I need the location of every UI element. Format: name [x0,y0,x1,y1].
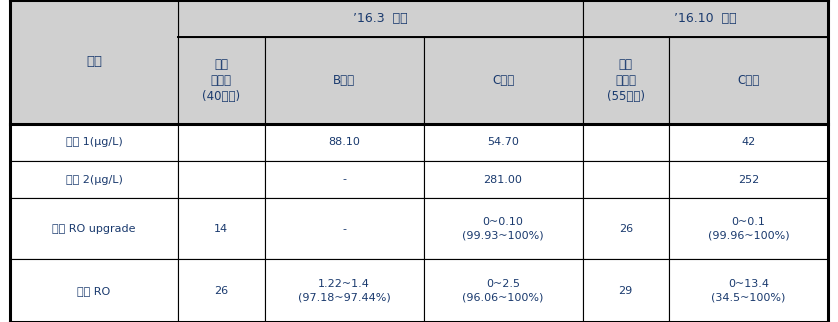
Text: ’16.3  채취: ’16.3 채취 [353,12,408,25]
Bar [423,124,582,161]
Bar [423,37,582,124]
Bar [265,37,423,124]
Text: -: - [342,175,346,185]
Bar [582,0,828,37]
Bar [669,37,828,124]
Text: 원수 2(μg/L): 원수 2(μg/L) [65,175,122,185]
Bar [10,198,178,259]
Text: 14: 14 [215,223,229,234]
Bar [178,0,582,37]
Bar [582,259,669,322]
Bar [423,198,582,259]
Bar [582,161,669,198]
Bar [669,259,828,322]
Text: 0~0.10
(99.93~100%): 0~0.10 (99.93~100%) [463,217,544,240]
Bar [10,124,178,161]
Text: 252: 252 [737,175,759,185]
Text: 원수 1(μg/L): 원수 1(μg/L) [65,137,122,147]
Bar [669,198,828,259]
Text: 42: 42 [742,137,756,147]
Bar [178,124,265,161]
Text: C마을: C마을 [492,74,515,87]
Bar [10,0,178,124]
Bar [423,259,582,322]
Bar [10,161,178,198]
Text: 281.00: 281.00 [484,175,523,185]
Bar [265,124,423,161]
Bar [178,37,265,124]
Text: 1.22~1.4
(97.18~97.44%): 1.22~1.4 (97.18~97.44%) [297,279,391,302]
Text: 0~2.5
(96.06~100%): 0~2.5 (96.06~100%) [463,279,544,302]
Bar [669,124,828,161]
Bar [265,198,423,259]
Bar [582,198,669,259]
Bar [582,124,669,161]
Bar [178,198,265,259]
Text: 조사
가구수
(55가구): 조사 가구수 (55가구) [607,58,644,103]
Text: 54.70: 54.70 [487,137,519,147]
Text: 0~0.1
(99.96~100%): 0~0.1 (99.96~100%) [707,217,789,240]
Text: 88.10: 88.10 [328,137,360,147]
Text: B마을: B마을 [333,74,355,87]
Text: 26: 26 [618,223,633,234]
Bar [10,259,178,322]
Bar [178,259,265,322]
Bar [582,37,669,124]
Bar [423,161,582,198]
Text: 조사
가구수
(40가구): 조사 가구수 (40가구) [202,58,241,103]
Text: 26: 26 [215,286,229,296]
Text: 신규 RO: 신규 RO [77,286,111,296]
Bar [265,161,423,198]
Text: 29: 29 [618,286,633,296]
Bar [265,259,423,322]
Text: -: - [342,223,346,234]
Bar [178,161,265,198]
Text: C마을: C마을 [737,74,759,87]
Bar [669,161,828,198]
Text: 기존 RO upgrade: 기존 RO upgrade [52,223,136,234]
Text: ’16.10  채취: ’16.10 채취 [674,12,737,25]
Text: 0~13.4
(34.5~100%): 0~13.4 (34.5~100%) [711,279,785,302]
Text: 분류: 분류 [86,55,102,69]
